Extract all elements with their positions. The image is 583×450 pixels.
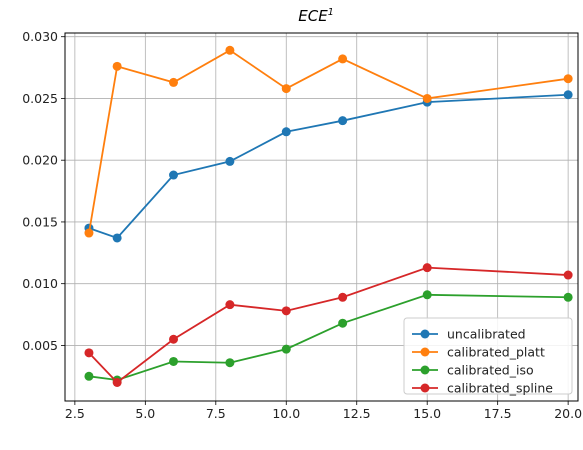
legend-item-uncalibrated: uncalibrated	[412, 327, 526, 342]
data-point-uncalibrated	[281, 127, 291, 137]
axis-ticks: 2.5 5.0 7.5 10.0 12.5 15.0 17.5 20.0 0.005 0.010 0…	[22, 29, 582, 421]
y-tick-label: 0.030	[22, 29, 58, 44]
data-point-calibrated_platt	[84, 228, 94, 238]
data-point-uncalibrated	[563, 90, 573, 100]
y-tick-label: 0.025	[22, 91, 58, 106]
legend-box	[403, 317, 573, 395]
x-tick-label: 2.5	[65, 406, 85, 421]
data-point-calibrated_spline	[338, 292, 348, 302]
legend-swatch-marker	[420, 383, 430, 393]
data-point-calibrated_platt	[169, 77, 179, 87]
plot-frame	[64, 32, 579, 402]
series-layer	[84, 45, 573, 387]
data-point-calibrated_platt	[422, 93, 432, 103]
series-calibrated_spline	[84, 263, 573, 387]
data-point-calibrated_iso	[84, 371, 94, 381]
series-line-calibrated_spline	[88, 266, 569, 384]
x-tick-label: 15.0	[413, 406, 441, 421]
series-line-calibrated_iso	[88, 293, 569, 381]
legend-swatch-marker	[420, 347, 430, 357]
x-tick-label: 7.5	[206, 406, 226, 421]
data-point-calibrated_platt	[281, 84, 291, 94]
data-point-calibrated_iso	[563, 292, 573, 302]
y-tick-label: 0.015	[22, 214, 58, 229]
data-point-calibrated_platt	[112, 61, 122, 71]
legend-label: calibrated_iso	[447, 363, 534, 378]
series-line-calibrated_platt	[88, 49, 569, 234]
legend-label: calibrated_platt	[447, 345, 545, 360]
legend-item-calibrated_spline: calibrated_spline	[412, 381, 553, 396]
data-point-calibrated_spline	[281, 306, 291, 316]
data-point-uncalibrated	[338, 116, 348, 126]
legend-item-calibrated_platt: calibrated_platt	[412, 345, 545, 360]
chart-title: ECE1	[298, 7, 333, 25]
series-uncalibrated	[84, 90, 573, 243]
data-point-calibrated_platt	[225, 45, 235, 55]
series-line-uncalibrated	[88, 93, 569, 240]
data-point-calibrated_spline	[225, 300, 235, 310]
x-tick-label: 20.0	[554, 406, 582, 421]
legend-label: uncalibrated	[447, 327, 526, 342]
data-point-calibrated_platt	[338, 54, 348, 64]
chart-title-superscript: 1	[328, 7, 334, 18]
y-tick-label: 0.005	[22, 338, 58, 353]
legend-label: calibrated_spline	[447, 381, 553, 396]
data-point-calibrated_iso	[422, 290, 432, 300]
x-tick-label: 10.0	[272, 406, 300, 421]
data-point-calibrated_iso	[338, 318, 348, 328]
data-point-calibrated_spline	[563, 270, 573, 280]
y-tick-label: 0.010	[22, 276, 58, 291]
data-point-calibrated_spline	[84, 348, 94, 358]
x-tick-label: 5.0	[135, 406, 155, 421]
legend-swatch-marker	[420, 329, 430, 339]
data-point-calibrated_iso	[225, 358, 235, 368]
y-tick-label: 0.020	[22, 153, 58, 168]
data-point-uncalibrated	[225, 156, 235, 166]
chart-title-main: ECE	[298, 7, 328, 25]
legend-item-calibrated_iso: calibrated_iso	[412, 363, 534, 378]
x-tick-label: 17.5	[484, 406, 512, 421]
x-tick-label: 12.5	[343, 406, 371, 421]
data-point-calibrated_spline	[112, 377, 122, 387]
legend: uncalibrated calibrated_platt calibrated_i…	[403, 317, 573, 396]
legend-swatch-marker	[420, 365, 430, 375]
data-point-uncalibrated	[169, 170, 179, 180]
data-point-calibrated_spline	[422, 263, 432, 273]
data-point-uncalibrated	[112, 233, 122, 243]
data-point-calibrated_iso	[281, 344, 291, 354]
series-calibrated_platt	[84, 45, 573, 238]
data-point-calibrated_iso	[169, 356, 179, 366]
data-point-calibrated_spline	[169, 334, 179, 344]
data-point-calibrated_platt	[563, 74, 573, 84]
